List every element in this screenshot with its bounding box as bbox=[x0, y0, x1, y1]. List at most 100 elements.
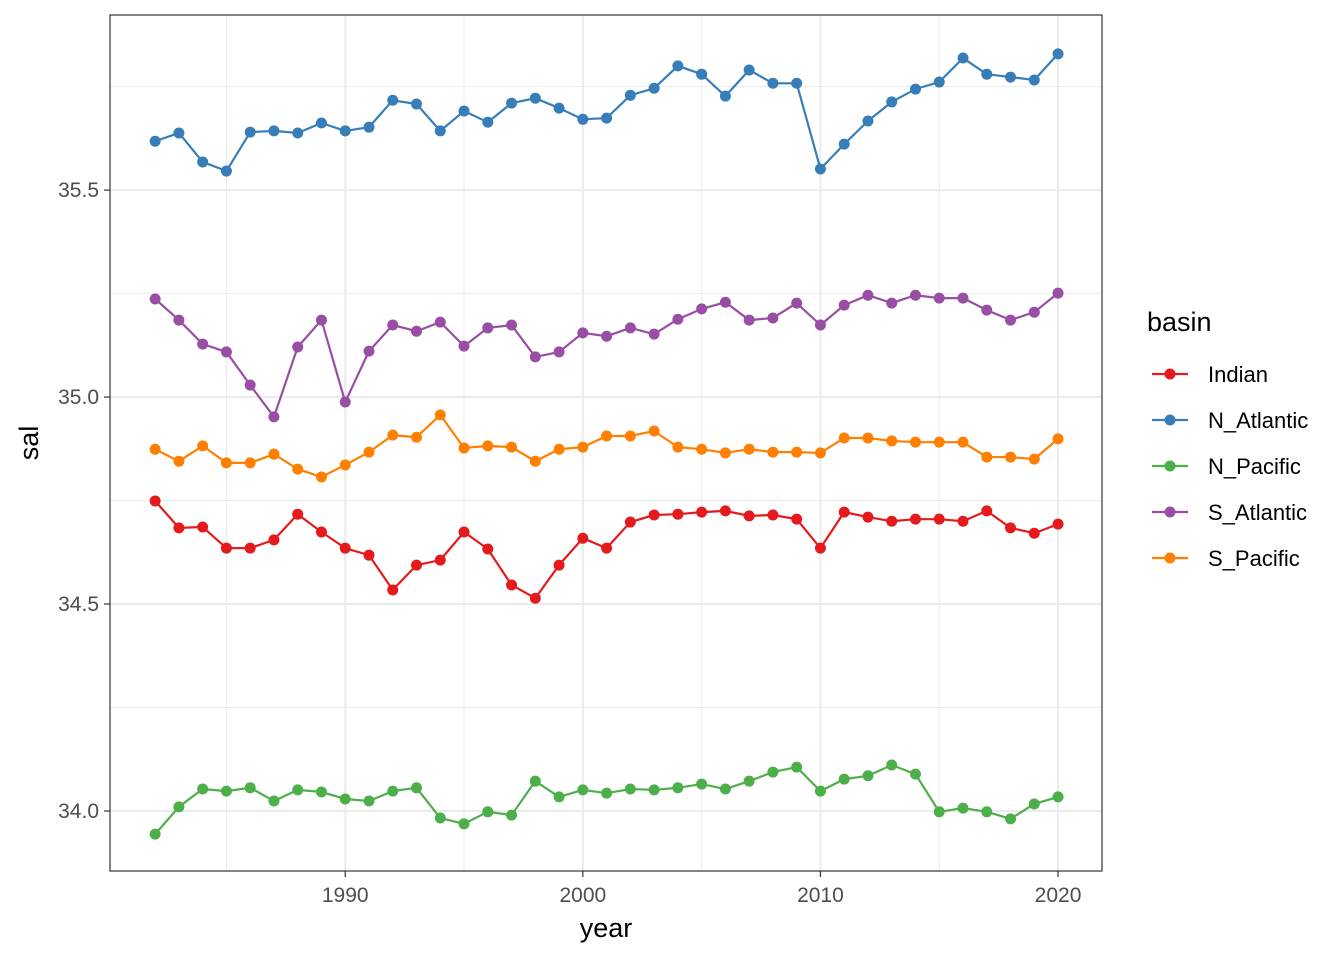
data-point-s-pacific bbox=[862, 432, 874, 444]
data-point-indian bbox=[482, 543, 494, 555]
data-point-s-atlantic bbox=[862, 289, 874, 301]
legend-key-point-n-pacific bbox=[1164, 460, 1176, 472]
data-point-n-pacific bbox=[363, 795, 375, 807]
data-point-n-pacific bbox=[220, 785, 232, 797]
data-point-n-atlantic bbox=[434, 125, 446, 137]
data-point-s-atlantic bbox=[1028, 306, 1040, 318]
x-axis-label: year bbox=[580, 913, 633, 943]
data-point-indian bbox=[220, 542, 232, 554]
data-point-s-pacific bbox=[648, 425, 660, 437]
panel-border bbox=[109, 14, 1103, 872]
data-point-n-pacific bbox=[909, 768, 921, 780]
data-point-s-pacific bbox=[149, 443, 161, 455]
legend-label-n-atlantic: N_Atlantic bbox=[1208, 408, 1308, 433]
data-point-s-pacific bbox=[339, 459, 351, 471]
data-point-n-atlantic bbox=[411, 98, 423, 110]
y-tick-label: 35.0 bbox=[58, 386, 99, 409]
data-point-n-pacific bbox=[767, 766, 779, 778]
data-point-indian bbox=[149, 495, 161, 507]
data-point-s-atlantic bbox=[339, 396, 351, 408]
data-point-n-pacific bbox=[434, 812, 446, 824]
data-point-n-atlantic bbox=[577, 113, 589, 125]
data-point-indian bbox=[886, 515, 898, 527]
data-point-s-atlantic bbox=[909, 289, 921, 301]
data-point-s-atlantic bbox=[244, 379, 256, 391]
data-point-n-pacific bbox=[387, 785, 399, 797]
data-point-s-pacific bbox=[886, 435, 898, 447]
data-point-n-atlantic bbox=[981, 68, 993, 80]
data-point-s-pacific bbox=[577, 441, 589, 453]
data-point-n-pacific bbox=[696, 778, 708, 790]
data-point-indian bbox=[1052, 518, 1064, 530]
data-point-s-atlantic bbox=[648, 328, 660, 340]
data-point-s-atlantic bbox=[387, 319, 399, 331]
data-point-s-pacific bbox=[767, 446, 779, 458]
data-point-s-atlantic bbox=[363, 345, 375, 357]
data-point-n-atlantic bbox=[387, 94, 399, 106]
x-tick-label: 2020 bbox=[1035, 884, 1082, 907]
axes: 1990 2000 2010 2020 34.0 34.5 35.0 35.5 bbox=[58, 179, 1081, 907]
data-point-indian bbox=[838, 506, 850, 518]
data-point-s-pacific bbox=[434, 409, 446, 421]
data-point-s-pacific bbox=[553, 443, 565, 455]
data-point-s-atlantic bbox=[981, 304, 993, 316]
legend-label-s-pacific: S_Pacific bbox=[1208, 546, 1300, 571]
data-point-indian bbox=[601, 542, 613, 554]
data-point-n-atlantic bbox=[482, 116, 494, 128]
data-point-s-pacific bbox=[838, 432, 850, 444]
data-point-s-atlantic bbox=[149, 293, 161, 305]
data-point-s-pacific bbox=[458, 442, 470, 454]
data-point-s-pacific bbox=[601, 430, 613, 442]
data-point-n-atlantic bbox=[933, 76, 945, 88]
data-point-indian bbox=[529, 592, 541, 604]
legend-label-s-atlantic: S_Atlantic bbox=[1208, 500, 1307, 525]
data-point-n-atlantic bbox=[862, 115, 874, 127]
data-point-n-atlantic bbox=[886, 96, 898, 108]
data-point-n-pacific bbox=[339, 793, 351, 805]
data-point-s-pacific bbox=[696, 443, 708, 455]
data-point-n-pacific bbox=[197, 783, 209, 795]
data-point-s-pacific bbox=[672, 441, 684, 453]
data-point-n-pacific bbox=[862, 770, 874, 782]
data-point-s-atlantic bbox=[1005, 314, 1017, 326]
data-point-s-pacific bbox=[624, 430, 636, 442]
data-point-indian bbox=[506, 579, 518, 591]
data-point-n-atlantic bbox=[909, 83, 921, 95]
data-point-s-atlantic bbox=[838, 299, 850, 311]
data-point-s-atlantic bbox=[434, 316, 446, 328]
data-point-s-atlantic bbox=[719, 296, 731, 308]
data-point-s-atlantic bbox=[624, 322, 636, 334]
data-point-n-pacific bbox=[458, 818, 470, 830]
data-point-indian bbox=[767, 509, 779, 521]
data-point-s-pacific bbox=[220, 457, 232, 469]
y-tick-label: 34.5 bbox=[58, 593, 99, 616]
data-point-s-pacific bbox=[411, 431, 423, 443]
data-point-s-pacific bbox=[197, 440, 209, 452]
data-point-n-pacific bbox=[791, 761, 803, 773]
data-point-n-atlantic bbox=[173, 127, 185, 139]
data-point-s-pacific bbox=[933, 436, 945, 448]
data-point-indian bbox=[577, 532, 589, 544]
data-point-s-pacific bbox=[719, 447, 731, 459]
data-point-indian bbox=[909, 513, 921, 525]
data-point-n-atlantic bbox=[553, 102, 565, 114]
legend-key-point-s-pacific bbox=[1164, 552, 1176, 564]
data-point-n-atlantic bbox=[292, 127, 304, 139]
data-point-indian bbox=[696, 506, 708, 518]
data-point-s-atlantic bbox=[315, 314, 327, 326]
data-point-s-atlantic bbox=[268, 411, 280, 423]
data-point-n-pacific bbox=[553, 791, 565, 803]
data-point-s-pacific bbox=[268, 448, 280, 460]
data-point-s-pacific bbox=[244, 457, 256, 469]
x-tick-label: 2000 bbox=[559, 884, 606, 907]
data-point-s-pacific bbox=[529, 455, 541, 467]
data-point-n-pacific bbox=[1028, 798, 1040, 810]
data-point-n-atlantic bbox=[1005, 71, 1017, 83]
data-point-s-pacific bbox=[363, 446, 375, 458]
data-point-s-pacific bbox=[981, 451, 993, 463]
data-point-s-atlantic bbox=[220, 346, 232, 358]
data-point-n-pacific bbox=[529, 775, 541, 787]
data-point-s-pacific bbox=[292, 463, 304, 475]
data-point-indian bbox=[957, 515, 969, 527]
